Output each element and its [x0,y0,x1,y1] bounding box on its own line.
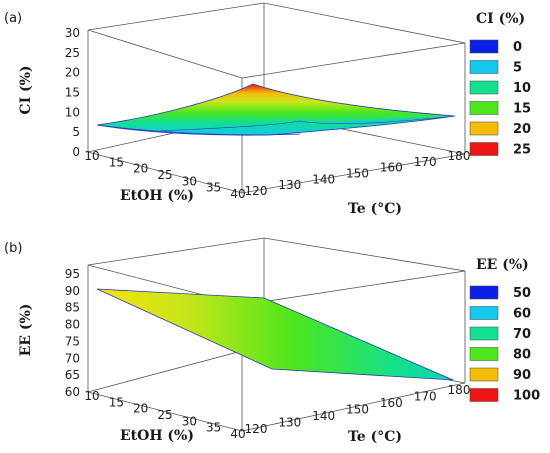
panel-label-a: (a) [4,11,22,26]
y-axis-title-a: Te (°C) [348,201,402,217]
legend-a: CI (%) 0 5 10 15 20 25 [469,11,531,158]
legend-swatch [469,142,499,156]
surface-a-fold [159,115,456,132]
x-tick-label: 25 [157,168,172,182]
z-axis-title-a: CI (%) [18,65,34,114]
z-tick-label: 75 [65,334,80,348]
y-tick-label: 160 [380,161,403,175]
y-tick-label: 130 [278,178,301,192]
surface-a-bottom-edge [96,124,301,136]
x-tick-label: 20 [133,162,148,176]
z-tick-label: 5 [72,125,80,139]
legend-swatch [469,80,499,95]
x-axis-title-a: EtOH (%) [120,188,194,204]
surface-a [96,83,456,136]
legend-swatch [469,326,499,341]
x-tick-label: 10 [84,149,99,163]
x-tick-label: 30 [182,174,197,188]
x-tick-label: 35 [206,421,221,435]
y-tick-label: 120 [245,422,268,436]
z-tick-label: 10 [65,105,80,119]
surface-a-face [96,83,456,136]
x-tick-label: 20 [133,402,148,416]
legend-label: 80 [513,348,531,363]
legend-a-items: 0 5 10 15 20 25 [469,39,531,158]
x-tick-label: 40 [230,427,245,441]
legend-label: 70 [513,327,531,342]
y-tick-label: 120 [245,184,268,198]
legend-label: 60 [513,307,531,322]
z-tick-label: 30 [65,26,80,40]
x-tick-label: 35 [206,181,221,195]
legend-swatch [469,285,499,300]
legend-b-items: 50 60 70 80 90 100 [469,285,540,404]
x-tick-label: 15 [109,155,124,169]
x-tick-label: 30 [182,414,197,428]
legend-label: 5 [513,61,522,76]
x-tick-label: 25 [157,408,172,422]
z-tick-label: 70 [65,351,80,365]
z-tick-label: 25 [65,46,80,60]
x-tick-label: 15 [109,395,124,409]
legend-swatch [469,367,499,382]
y-tick-label: 180 [448,383,471,397]
z-tick-label: 60 [65,385,80,399]
legend-swatch [469,388,499,402]
y-tick-label: 170 [414,390,437,404]
y-tick-label: 150 [346,167,369,181]
z-tick-label: 85 [65,301,80,315]
legend-label: 100 [513,389,540,404]
z-axis-title-b: EE (%) [18,304,34,357]
legend-swatch [469,101,499,115]
z-tick-label: 20 [65,66,80,80]
y-tick-label: 130 [278,416,301,430]
z-tick-label: 95 [65,267,80,281]
legend-label: 20 [513,122,531,137]
surface-b-face [96,288,454,381]
x-axis-title-b: EtOH (%) [120,428,194,444]
legend-label: 10 [513,81,531,96]
z-tick-label: 90 [65,284,80,298]
z-tick-label: 65 [65,368,80,382]
legend-swatch [469,39,499,54]
z-tick-label: 15 [65,86,80,100]
legend-label: 50 [513,286,531,301]
legend-label: 0 [513,40,522,55]
surface-b [96,288,454,381]
x-tick-label: 10 [84,389,99,403]
y-tick-label: 140 [312,409,335,423]
y-tick-label: 150 [346,403,369,417]
y-tick-label: 170 [414,155,437,169]
z-tick-label: 0 [72,145,80,159]
panel-label-b: (b) [4,241,22,256]
legend-label: 15 [513,102,531,117]
legend-b: EE (%) 50 60 70 80 90 100 [469,257,540,404]
legend-swatch [469,60,499,74]
legend-label: 25 [513,143,531,158]
y-tick-label: 140 [312,172,335,186]
legend-swatch [469,347,499,361]
legend-a-title: CI (%) [476,11,525,27]
legend-swatch [469,306,499,320]
legend-label: 90 [513,368,531,383]
y-tick-label: 160 [380,396,403,410]
y-tick-label: 180 [448,149,471,163]
z-tick-label: 80 [65,318,80,332]
legend-b-title: EE (%) [476,257,529,273]
y-axis-title-b: Te (°C) [348,429,402,445]
legend-swatch [469,121,499,136]
x-tick-label: 40 [230,187,245,201]
